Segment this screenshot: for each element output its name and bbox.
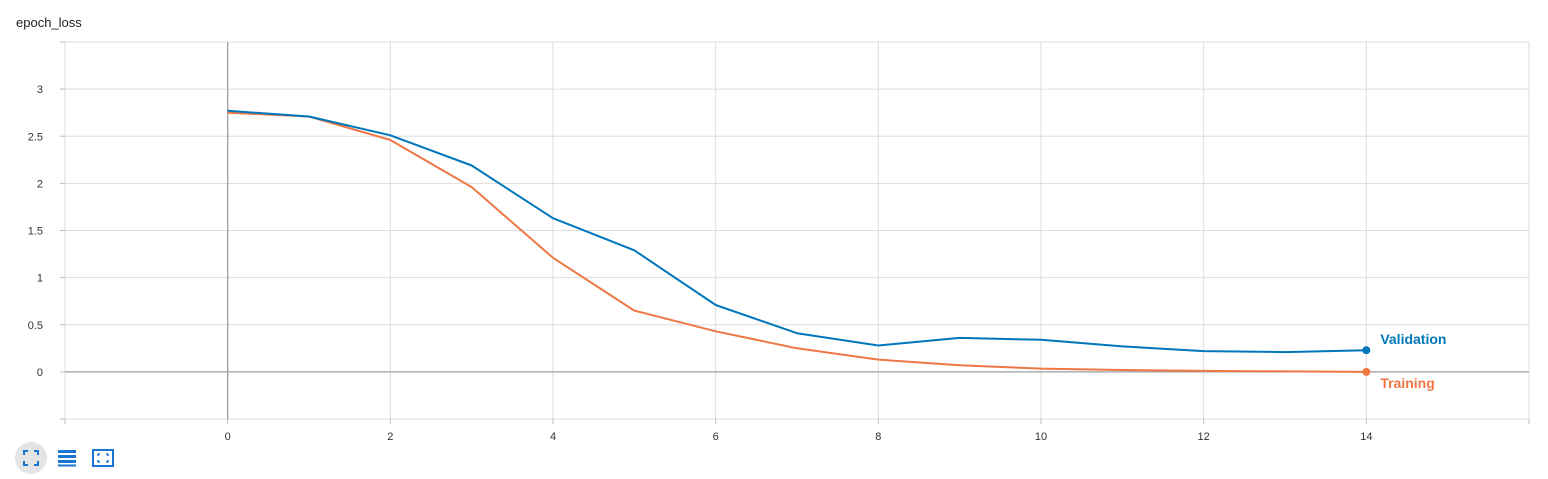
x-tick-label: 12 bbox=[1198, 431, 1210, 443]
series-line-training bbox=[227, 111, 1367, 373]
x-tick-label: 4 bbox=[550, 431, 556, 443]
x-tick-label: 14 bbox=[1360, 431, 1372, 443]
y-tick-label: 1 bbox=[37, 273, 43, 285]
toggle-log-scale-button[interactable] bbox=[51, 442, 83, 474]
x-tick-label: 10 bbox=[1035, 431, 1047, 443]
x-tick-label: 6 bbox=[713, 431, 719, 443]
axis-layer bbox=[60, 41, 1530, 424]
series-line-validation bbox=[227, 109, 1367, 354]
zoom-select-button[interactable] bbox=[87, 442, 119, 474]
y-tick-label: 3 bbox=[37, 84, 43, 96]
label-layer: 0 2 4 6 8 10 12 14 0 0.5 1 1.5 2 2.5 3 Validation Traini… bbox=[28, 84, 1447, 443]
series-layer bbox=[227, 109, 1371, 376]
dashed-select-icon bbox=[92, 449, 114, 467]
x-tick-label: 2 bbox=[387, 431, 393, 443]
list-lines-icon bbox=[58, 450, 76, 467]
x-tick-label: 8 bbox=[875, 431, 881, 443]
y-tick-label: 2 bbox=[37, 178, 43, 190]
y-tick-label: 0.5 bbox=[28, 320, 43, 332]
expand-corners-icon bbox=[23, 450, 39, 466]
grid-layer bbox=[64, 41, 1530, 420]
y-tick-label: 2.5 bbox=[28, 131, 43, 143]
x-tick-label: 0 bbox=[225, 431, 231, 443]
chart-toolbar bbox=[15, 442, 119, 474]
series-label-training: Training bbox=[1380, 375, 1434, 391]
y-tick-label: 0 bbox=[37, 367, 43, 379]
y-tick-label: 1.5 bbox=[28, 226, 43, 238]
fit-domain-button[interactable] bbox=[15, 442, 47, 474]
series-label-validation: Validation bbox=[1380, 331, 1446, 347]
chart-title: epoch_loss bbox=[16, 15, 82, 30]
series-end-point-training bbox=[1362, 367, 1371, 376]
series-end-point-validation bbox=[1362, 346, 1371, 355]
